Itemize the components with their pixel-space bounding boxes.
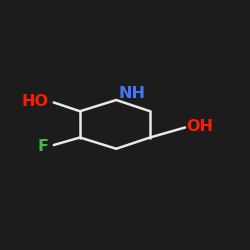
Text: OH: OH (186, 119, 213, 134)
Text: NH: NH (119, 86, 146, 101)
Text: F: F (38, 139, 49, 154)
Text: HO: HO (22, 94, 49, 109)
